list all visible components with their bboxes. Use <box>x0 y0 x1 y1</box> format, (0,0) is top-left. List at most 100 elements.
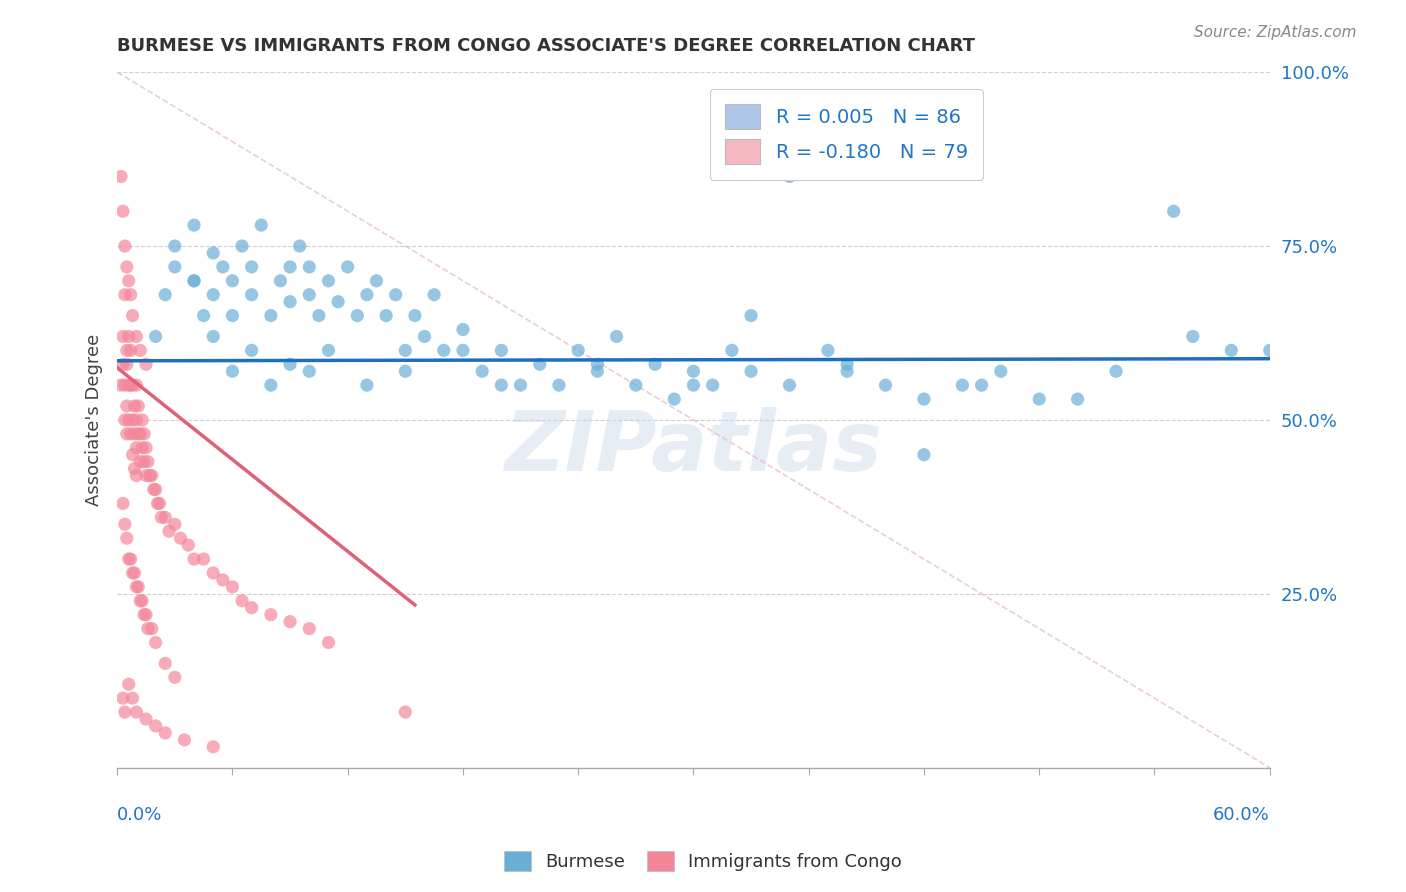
Point <box>298 364 321 378</box>
Point <box>169 531 191 545</box>
Point <box>356 287 378 301</box>
Point <box>318 274 340 288</box>
Point <box>240 287 263 301</box>
Point <box>375 309 398 323</box>
Point <box>131 594 153 608</box>
Point <box>202 287 225 301</box>
Point <box>1028 392 1050 406</box>
Point <box>183 274 205 288</box>
Point <box>183 552 205 566</box>
Point <box>702 378 724 392</box>
Text: 60.0%: 60.0% <box>1213 806 1270 824</box>
Point <box>127 580 149 594</box>
Point <box>135 357 157 371</box>
Point <box>118 329 141 343</box>
Point <box>211 573 233 587</box>
Text: Source: ZipAtlas.com: Source: ZipAtlas.com <box>1194 25 1357 40</box>
Point <box>606 329 628 343</box>
Point <box>163 260 186 274</box>
Point <box>529 357 551 371</box>
Point <box>970 378 993 392</box>
Point <box>135 441 157 455</box>
Point <box>202 246 225 260</box>
Point <box>912 448 935 462</box>
Point <box>740 309 762 323</box>
Point <box>394 705 416 719</box>
Point <box>110 169 132 184</box>
Point <box>135 607 157 622</box>
Point <box>250 218 273 232</box>
Point <box>155 726 177 740</box>
Point <box>202 739 225 754</box>
Point <box>136 622 159 636</box>
Point <box>145 719 167 733</box>
Point <box>837 364 859 378</box>
Point <box>548 378 571 392</box>
Point <box>120 343 142 358</box>
Point <box>141 622 163 636</box>
Point <box>278 357 301 371</box>
Point <box>404 309 426 323</box>
Point <box>125 705 148 719</box>
Point <box>150 510 173 524</box>
Point <box>155 287 177 301</box>
Point <box>118 413 141 427</box>
Point <box>120 426 142 441</box>
Point <box>260 309 283 323</box>
Point <box>120 287 142 301</box>
Point <box>586 357 609 371</box>
Point <box>125 468 148 483</box>
Point <box>298 260 321 274</box>
Point <box>129 455 152 469</box>
Point <box>491 378 513 392</box>
Point <box>278 294 301 309</box>
Point <box>115 357 138 371</box>
Point <box>129 343 152 358</box>
Point <box>433 343 456 358</box>
Point <box>336 260 359 274</box>
Point <box>817 343 839 358</box>
Point <box>173 732 195 747</box>
Point <box>423 287 446 301</box>
Point <box>231 239 253 253</box>
Point <box>131 413 153 427</box>
Point <box>129 594 152 608</box>
Point <box>298 622 321 636</box>
Point <box>125 441 148 455</box>
Point <box>875 378 897 392</box>
Point <box>139 468 162 483</box>
Text: 0.0%: 0.0% <box>117 806 163 824</box>
Point <box>278 615 301 629</box>
Point <box>127 426 149 441</box>
Point <box>124 426 146 441</box>
Point <box>240 600 263 615</box>
Point <box>121 691 143 706</box>
Point <box>260 607 283 622</box>
Point <box>132 607 155 622</box>
Point <box>366 274 388 288</box>
Point <box>115 426 138 441</box>
Point <box>740 364 762 378</box>
Point <box>193 309 215 323</box>
Point <box>394 343 416 358</box>
Point <box>114 287 136 301</box>
Point <box>318 343 340 358</box>
Point <box>211 260 233 274</box>
Point <box>837 357 859 371</box>
Point <box>114 239 136 253</box>
Point <box>721 343 744 358</box>
Point <box>118 378 141 392</box>
Point <box>111 357 134 371</box>
Point <box>121 566 143 580</box>
Point <box>155 510 177 524</box>
Point <box>141 468 163 483</box>
Point <box>231 594 253 608</box>
Point <box>124 566 146 580</box>
Point <box>346 309 368 323</box>
Point <box>131 441 153 455</box>
Text: BURMESE VS IMMIGRANTS FROM CONGO ASSOCIATE'S DEGREE CORRELATION CHART: BURMESE VS IMMIGRANTS FROM CONGO ASSOCIA… <box>117 37 976 55</box>
Point <box>155 657 177 671</box>
Point <box>125 329 148 343</box>
Point <box>115 260 138 274</box>
Legend: R = 0.005   N = 86, R = -0.180   N = 79: R = 0.005 N = 86, R = -0.180 N = 79 <box>710 89 983 179</box>
